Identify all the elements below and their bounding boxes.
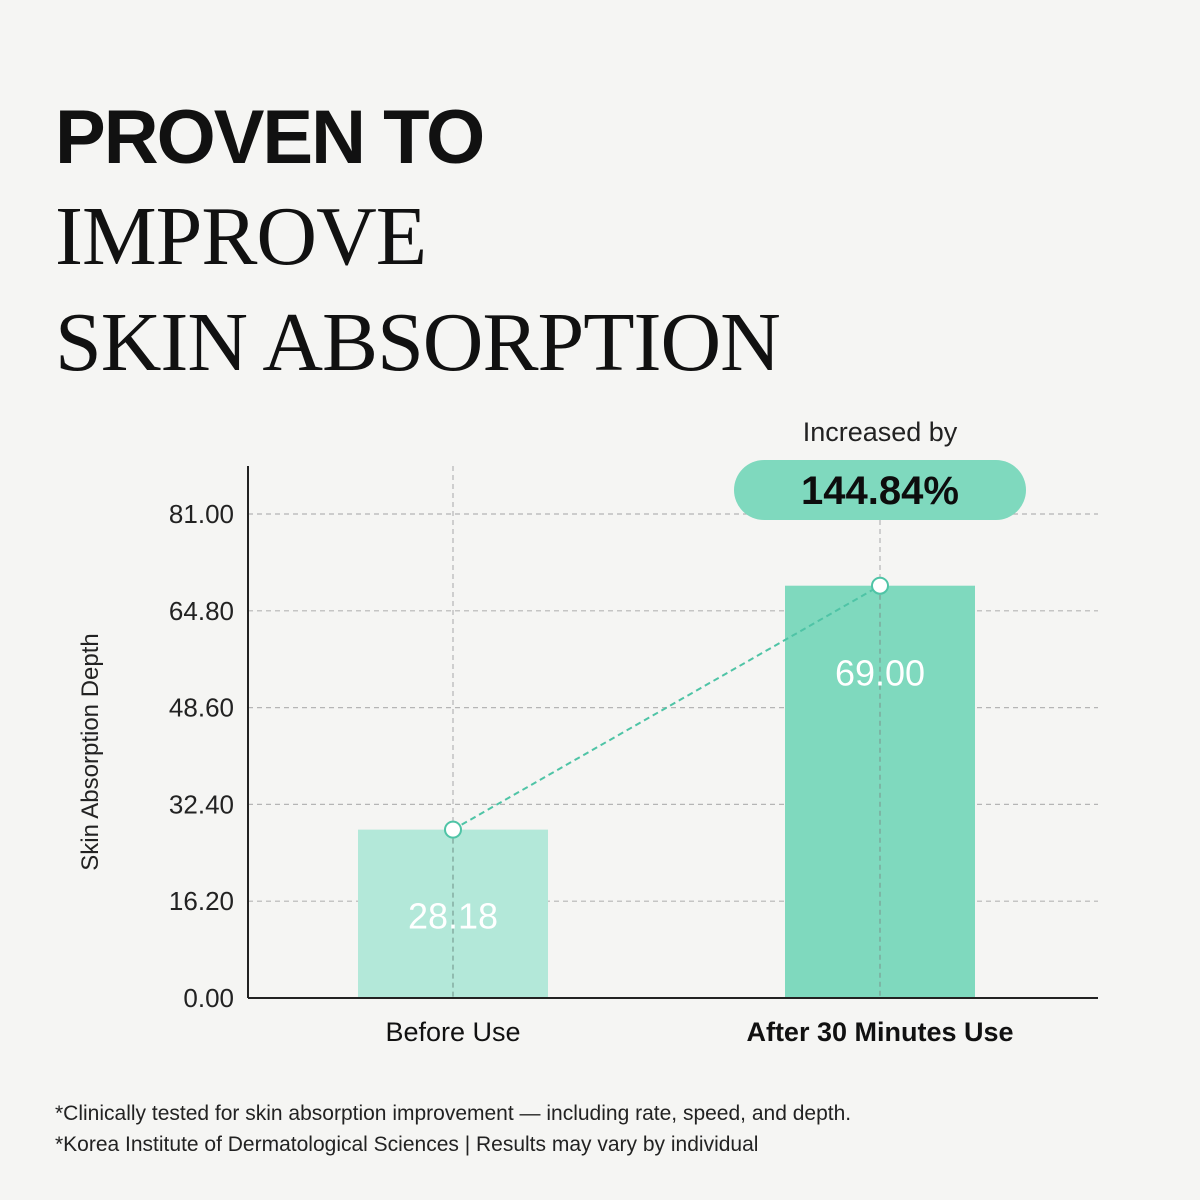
x-tick-label: After 30 Minutes Use [746, 1017, 1013, 1047]
mark-layer [444, 460, 1026, 998]
y-axis-title: Skin Absorption Depth [77, 633, 104, 870]
data-label: 28.18 [408, 896, 498, 937]
footnote-1: *Clinically tested for skin absorption i… [55, 1102, 852, 1125]
data-label: 69.00 [835, 653, 925, 694]
y-tick-label: 48.60 [169, 693, 234, 723]
data-point-marker [444, 820, 462, 839]
headline: PROVEN TO IMPROVE SKIN ABSORPTION [55, 92, 781, 396]
headline-line-3: SKIN ABSORPTION [55, 296, 781, 389]
headline-line-2: IMPROVE [55, 190, 427, 283]
footnotes: *Clinically tested for skin absorption i… [55, 1098, 851, 1160]
y-tick-label: 81.00 [169, 499, 234, 529]
axis-layer [247, 466, 1098, 999]
footnote-2: *Korea Institute of Dermatological Scien… [55, 1133, 759, 1156]
label-layer: 0.00 16.20 32.40 48.60 64.80 81.00 28.18 Before… [77, 417, 1014, 1047]
x-tick-label: Before Use [385, 1017, 520, 1047]
y-tick-label: 0.00 [183, 983, 234, 1013]
y-tick-label: 32.40 [169, 789, 234, 819]
y-tick-label: 64.80 [169, 596, 234, 626]
bar [785, 585, 975, 998]
annotation-value: 144.84% [801, 469, 959, 513]
annotation-pill [734, 460, 1026, 520]
headline-line-1: PROVEN TO [55, 95, 485, 180]
y-tick-label: 16.20 [169, 886, 234, 916]
annotation-label: Increased by [803, 417, 958, 447]
trend-line [452, 584, 881, 831]
data-point-marker [871, 576, 889, 595]
